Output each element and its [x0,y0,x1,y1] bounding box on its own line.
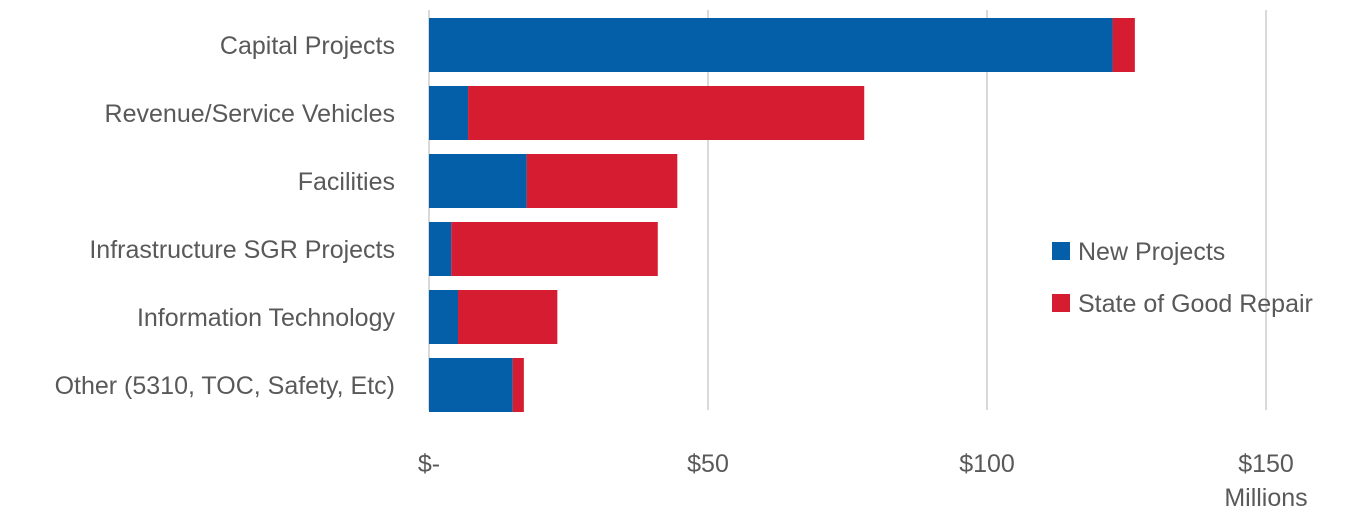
bar-state-of-good-repair-1 [468,86,865,140]
x-tick-label-3: $150 [1238,450,1294,478]
bar-state-of-good-repair-0 [1112,18,1135,72]
bar-new-projects-0 [429,18,1113,72]
category-label-4: Information Technology [137,304,396,332]
x-tick-labels: $- $50 $100 $150 [418,450,1294,478]
x-tick-label-2: $100 [959,450,1015,478]
x-tick-label-0: $- [418,450,440,478]
legend: New Projects State of Good Repair [1052,238,1313,318]
bar-new-projects-3 [429,222,452,276]
category-label-2: Facilities [298,168,395,196]
bar-new-projects-2 [429,154,527,208]
legend-swatch-0 [1052,242,1070,260]
bar-state-of-good-repair-5 [512,358,524,412]
category-label-0: Capital Projects [220,32,395,60]
legend-label-1: State of Good Repair [1078,290,1313,318]
category-label-1: Revenue/Service Vehicles [105,100,395,128]
bar-state-of-good-repair-3 [451,222,658,276]
legend-swatch-1 [1052,294,1070,312]
category-label-3: Infrastructure SGR Projects [89,236,395,264]
bar-state-of-good-repair-4 [458,290,558,344]
bar-new-projects-4 [429,290,459,344]
bars [429,18,1135,412]
x-tick-label-1: $50 [687,450,729,478]
category-labels: Capital Projects Revenue/Service Vehicles… [55,32,396,400]
x-unit-label: Millions [1224,484,1307,510]
bar-state-of-good-repair-2 [526,154,678,208]
legend-label-0: New Projects [1078,238,1225,266]
bar-new-projects-5 [429,358,513,412]
bar-new-projects-1 [429,86,469,140]
category-label-5: Other (5310, TOC, Safety, Etc) [55,372,395,400]
